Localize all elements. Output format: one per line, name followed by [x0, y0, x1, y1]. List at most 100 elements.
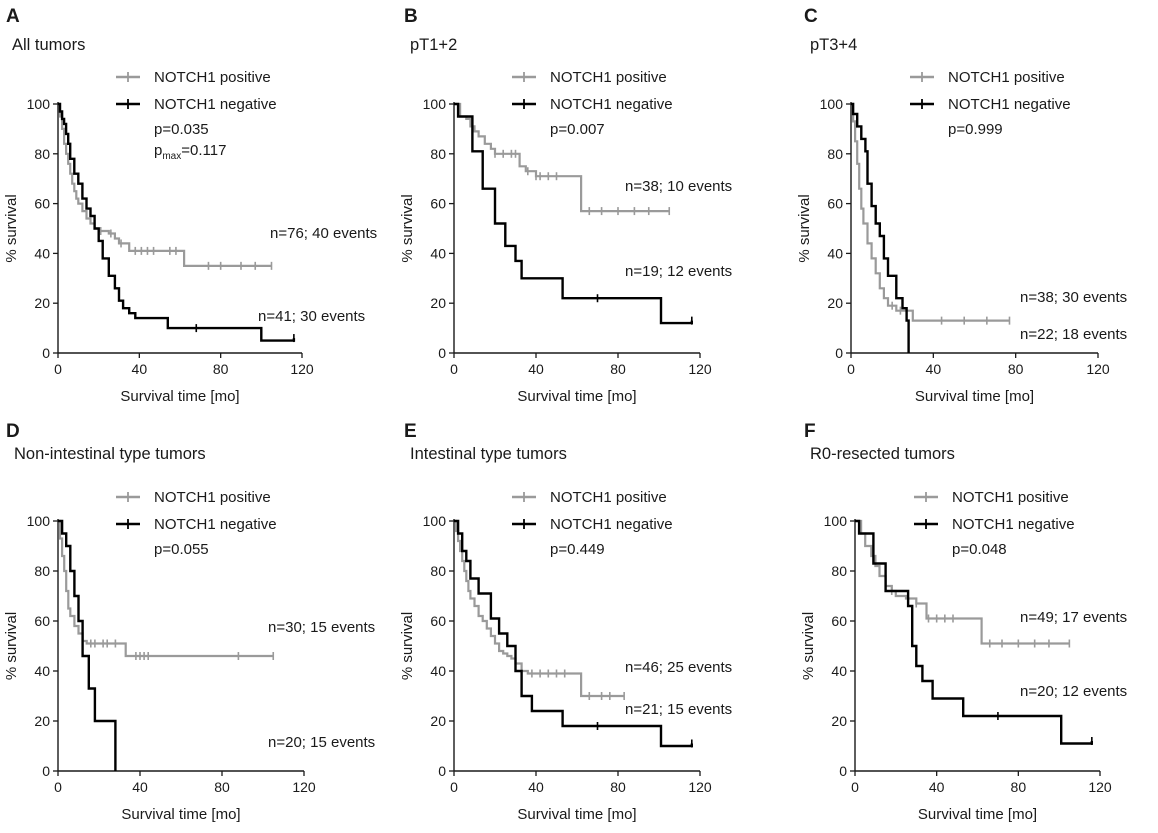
survival-curve-positive	[454, 102, 670, 213]
count-label-negative: n=41; 30 events	[258, 308, 365, 325]
survival-curve-positive	[855, 519, 1070, 645]
count-label-negative: n=21; 15 events	[625, 701, 732, 718]
panel-a: A All tumors 0 20 40 60 80 100 0 40 80 120 Survival …	[3, 6, 377, 405]
legend-label-positive: NOTCH1 positive	[154, 489, 271, 506]
p-value: p=0.035	[154, 121, 209, 138]
y-axis-label: % survival	[3, 194, 20, 262]
y-tick-label: 100	[824, 513, 848, 529]
x-tick-label: 80	[610, 361, 626, 377]
series-negative	[851, 102, 910, 353]
y-tick-label: 20	[430, 295, 446, 311]
x-tick-label: 120	[1086, 361, 1110, 377]
legend: NOTCH1 positive NOTCH1 negative	[914, 489, 1075, 533]
x-axis-label: Survival time [mo]	[918, 806, 1037, 823]
x-tick-label: 80	[1011, 779, 1027, 795]
y-tick-label: 40	[831, 663, 847, 679]
series-negative	[454, 519, 693, 748]
x-tick-label: 0	[450, 779, 458, 795]
legend: NOTCH1 positive NOTCH1 negative	[116, 489, 277, 533]
panel-title: pT1+2	[410, 36, 457, 54]
axes: 0 20 40 60 80 100 0 40 80 120 Survival time [mo] % …	[3, 96, 314, 405]
panel-title: All tumors	[12, 36, 85, 54]
legend-label-negative: NOTCH1 negative	[154, 96, 277, 113]
legend: NOTCH1 positive NOTCH1 negative	[512, 69, 673, 113]
x-axis-label: Survival time [mo]	[517, 806, 636, 823]
panel-f: F R0-resected tumors 0 20 40 60 80 100 0 40 80 120 S…	[800, 421, 1127, 823]
survival-curve-negative	[454, 102, 693, 325]
x-tick-label: 40	[528, 361, 544, 377]
x-tick-label: 40	[929, 779, 945, 795]
x-axis-label: Survival time [mo]	[121, 806, 240, 823]
count-label-negative: n=19; 12 events	[625, 263, 732, 280]
count-label-positive: n=30; 15 events	[268, 619, 375, 636]
legend-label-positive: NOTCH1 positive	[154, 69, 271, 86]
panel-letter: E	[404, 421, 417, 442]
y-tick-label: 80	[34, 146, 50, 162]
x-tick-label: 40	[132, 361, 148, 377]
x-tick-label: 80	[610, 779, 626, 795]
axes: 0 20 40 60 80 100 0 40 80 120 Survival time [mo] % …	[399, 96, 712, 405]
x-axis-label: Survival time [mo]	[915, 388, 1034, 405]
y-tick-label: 100	[27, 513, 51, 529]
p-value: p=0.055	[154, 541, 209, 558]
count-label-negative: n=22; 18 events	[1020, 326, 1127, 343]
x-tick-label: 80	[1008, 361, 1024, 377]
count-label-negative: n=20; 12 events	[1020, 683, 1127, 700]
series-positive	[454, 102, 671, 216]
y-tick-label: 0	[835, 345, 843, 361]
y-tick-label: 20	[430, 713, 446, 729]
x-axis-label: Survival time [mo]	[517, 388, 636, 405]
panel-title: Non-intestinal type tumors	[14, 445, 206, 463]
y-tick-label: 80	[34, 563, 50, 579]
series-negative	[58, 102, 296, 343]
survival-curve-negative	[58, 102, 296, 342]
legend: NOTCH1 positive NOTCH1 negative	[116, 69, 277, 113]
y-tick-label: 40	[34, 663, 50, 679]
y-axis-label: % survival	[800, 612, 817, 680]
y-tick-label: 40	[34, 245, 50, 261]
legend-label-negative: NOTCH1 negative	[550, 516, 673, 533]
count-label-positive: n=38; 30 events	[1020, 289, 1127, 306]
p-max-value: pmax=0.117	[154, 142, 226, 162]
axes: 0 20 40 60 80 100 0 40 80 120 Survival time [mo] % …	[399, 513, 712, 823]
p-value: p=0.449	[550, 541, 605, 558]
y-tick-label: 20	[34, 713, 50, 729]
survival-curve-negative	[851, 102, 910, 353]
y-tick-label: 40	[430, 245, 446, 261]
count-label-positive: n=38; 10 events	[625, 178, 732, 195]
p-value: p=0.999	[948, 121, 1003, 138]
series-positive	[855, 519, 1071, 648]
y-tick-label: 60	[827, 196, 843, 212]
y-tick-label: 60	[831, 613, 847, 629]
panel-letter: F	[804, 421, 816, 442]
y-axis-label: % survival	[399, 612, 416, 680]
x-tick-label: 0	[847, 361, 855, 377]
series-positive	[58, 102, 273, 270]
axes: 0 20 40 60 80 100 0 40 80 120 Survival time [mo] % …	[796, 96, 1110, 405]
y-axis-label: % survival	[3, 612, 20, 680]
legend: NOTCH1 positive NOTCH1 negative	[910, 69, 1071, 113]
legend-label-positive: NOTCH1 positive	[952, 489, 1069, 506]
x-tick-label: 80	[214, 779, 230, 795]
panel-title: pT3+4	[810, 36, 857, 54]
x-tick-label: 120	[688, 361, 712, 377]
y-tick-label: 40	[430, 663, 446, 679]
y-tick-label: 0	[42, 345, 50, 361]
p-value: p=0.007	[550, 121, 605, 138]
y-tick-label: 60	[430, 196, 446, 212]
y-tick-label: 60	[430, 613, 446, 629]
survival-curve-negative	[855, 519, 1093, 745]
x-tick-label: 120	[1088, 779, 1112, 795]
y-tick-label: 100	[27, 96, 51, 112]
legend-label-negative: NOTCH1 negative	[154, 516, 277, 533]
series-negative	[58, 519, 117, 771]
panel-title: R0-resected tumors	[810, 445, 955, 463]
count-label-positive: n=76; 40 events	[270, 225, 377, 242]
panel-letter: A	[6, 6, 20, 27]
survival-curve-positive	[851, 102, 1010, 322]
y-tick-label: 80	[430, 563, 446, 579]
survival-curve-positive	[58, 519, 274, 658]
